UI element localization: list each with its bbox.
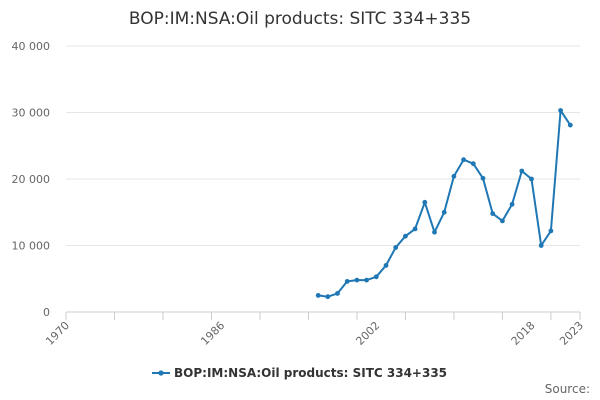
y-tick-label: 40 000 bbox=[12, 40, 51, 53]
data-point[interactable] bbox=[451, 173, 457, 179]
chart-title: BOP:IM:NSA:Oil products: SITC 334+335 bbox=[129, 9, 471, 29]
data-point[interactable] bbox=[538, 243, 544, 248]
data-point[interactable] bbox=[354, 277, 360, 283]
legend-label: BOP:IM:NSA:Oil products: SITC 334+335 bbox=[174, 366, 447, 380]
data-point[interactable] bbox=[373, 274, 379, 280]
data-point[interactable] bbox=[325, 294, 331, 300]
data-point[interactable] bbox=[500, 218, 505, 224]
x-tick-label: 1986 bbox=[198, 319, 227, 348]
data-point[interactable] bbox=[519, 168, 525, 174]
data-point[interactable] bbox=[315, 293, 321, 298]
data-point[interactable] bbox=[422, 199, 428, 205]
x-tick-label: 2023 bbox=[557, 319, 586, 348]
legend[interactable]: BOP:IM:NSA:Oil products: SITC 334+335 bbox=[152, 366, 447, 380]
data-point[interactable] bbox=[470, 161, 476, 167]
x-tick-label: 1970 bbox=[43, 319, 72, 348]
x-tick-label: 2018 bbox=[509, 319, 538, 348]
data-point[interactable] bbox=[403, 233, 408, 239]
data-point[interactable] bbox=[335, 291, 340, 296]
data-point[interactable] bbox=[490, 211, 496, 217]
data-point[interactable] bbox=[548, 228, 554, 234]
y-axis: 0 10 000 20 000 30 000 40 000 bbox=[12, 40, 51, 319]
data-point[interactable] bbox=[364, 277, 369, 283]
data-point[interactable] bbox=[432, 229, 437, 235]
y-tick-label: 10 000 bbox=[12, 240, 51, 253]
data-point[interactable] bbox=[412, 226, 418, 232]
x-axis: 1970 1986 2002 2018 2023 bbox=[43, 311, 586, 348]
grid-lines bbox=[66, 45, 580, 246]
y-tick-label: 20 000 bbox=[12, 173, 51, 186]
data-point[interactable] bbox=[383, 263, 389, 268]
legend-swatch-marker bbox=[158, 370, 164, 376]
data-point[interactable] bbox=[567, 122, 573, 128]
y-tick-label: 0 bbox=[43, 306, 50, 319]
source-label: Source: bbox=[545, 382, 590, 396]
series-layer bbox=[315, 108, 573, 300]
data-point[interactable] bbox=[480, 175, 486, 181]
x-tick-label: 2002 bbox=[353, 319, 382, 348]
data-point[interactable] bbox=[509, 201, 515, 207]
data-point[interactable] bbox=[344, 279, 350, 284]
y-tick-label: 30 000 bbox=[12, 107, 51, 120]
data-point[interactable] bbox=[393, 245, 399, 250]
series-line bbox=[318, 109, 572, 298]
data-point[interactable] bbox=[558, 108, 563, 113]
data-point[interactable] bbox=[529, 176, 534, 182]
data-point[interactable] bbox=[441, 209, 447, 215]
data-point[interactable] bbox=[461, 157, 466, 163]
